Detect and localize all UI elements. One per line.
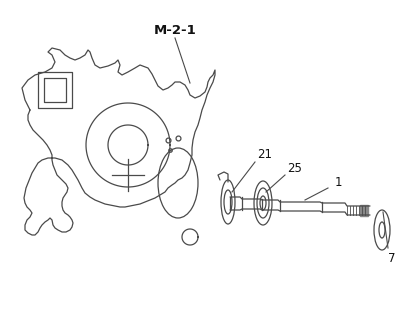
Text: 21: 21 — [258, 148, 272, 162]
Text: 1: 1 — [334, 175, 342, 188]
Polygon shape — [360, 205, 368, 216]
Text: 7: 7 — [388, 252, 396, 265]
Text: 25: 25 — [288, 162, 302, 174]
Text: M-2-1: M-2-1 — [154, 23, 196, 36]
